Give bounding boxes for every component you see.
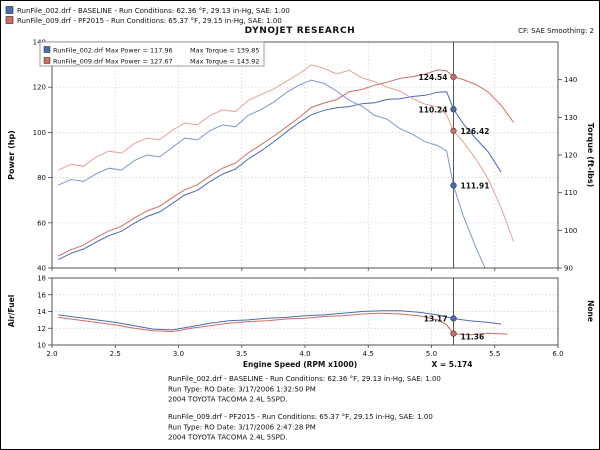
cursor-value-torque_blue: 111.91 [461, 181, 490, 190]
run2-max-power-label: RunFile_009.drf Max Power = 127.67 [53, 58, 173, 66]
y-tick-label: 120 [564, 152, 577, 160]
x-tick-label: 2.0 [46, 350, 57, 358]
cursor-value-af_red: 11.36 [461, 333, 485, 342]
x-tick-label: 5.5 [489, 350, 500, 358]
x-tick-label: 4.5 [363, 350, 374, 358]
cursor-marker-torque_red [450, 127, 457, 134]
correction-smoothing-label: CF: SAE Smoothing: 2 [518, 27, 594, 35]
y-tick-label: 18 [37, 275, 46, 283]
run2-conditions: RunFile_009.drf - PF2015 - Run Condition… [168, 413, 433, 421]
y-tick-label: 40 [37, 265, 46, 273]
tick-layer: 140 120 100 80 60 40 140 130 120 110 100 90 18 16 14 12… [33, 39, 578, 359]
x-tick-label: 3.0 [173, 350, 184, 358]
y-tick-label: 14 [37, 308, 46, 316]
cursor-value-power_blue: 110.24 [419, 105, 448, 114]
run2-af-curve [58, 312, 508, 336]
top-legend-run2: RunFile_009.drf - PF2015 - Run Condition… [17, 17, 282, 25]
run2-legend-swatch [43, 57, 51, 64]
run2-vehicle: 2004 TOYOTA TACOMA 2.4L 5SPD. [168, 434, 287, 442]
y-tick-label: 100 [564, 227, 577, 235]
cursor-marker-torque_blue [450, 182, 457, 189]
x-tick-label: 3.5 [236, 350, 247, 358]
run1-power-curve [58, 91, 502, 261]
x-tick-label: 5.0 [426, 350, 437, 358]
x-tick-label: 4.0 [299, 350, 310, 358]
run1-max-torque-label: Max Torque = 139.85 [190, 47, 259, 55]
none-axis-label: None [586, 300, 595, 322]
cursor-marker-power_red [450, 73, 457, 81]
cursor-marker-af_red [450, 330, 457, 337]
y-tick-label: 140 [564, 76, 577, 84]
run1-conditions: RunFile_002.drf - BASELINE - Run Conditi… [168, 375, 441, 383]
y-tick-label: 120 [33, 84, 46, 92]
cursor-marker-power_blue [450, 106, 457, 113]
y-tick-label: 110 [564, 189, 577, 197]
run1-legend-swatch [43, 46, 51, 53]
x-tick-label: 6.0 [552, 350, 563, 358]
y-tick-label: 100 [33, 129, 46, 137]
y-tick-label: 60 [37, 219, 46, 227]
page-title: DYNOJET RESEARCH [245, 26, 356, 36]
run-info-block: RunFile_002.drf - BASELINE - Run Conditi… [168, 375, 441, 442]
max-values-legend-box [39, 41, 265, 67]
y-tick-label: 130 [564, 114, 577, 122]
run1-type-date: Run Type: RO Date: 3/17/2006 1:32:50 PM [168, 386, 316, 394]
run1-max-power-label: RunFile_002.drf Max Power = 117.96 [53, 47, 173, 55]
y-tick-label: 10 [37, 342, 46, 350]
grid-layer [52, 42, 558, 345]
y-tick-label: 90 [564, 265, 573, 273]
run1-af-curve [58, 310, 502, 331]
cursor-x-readout: X = 5.174 [431, 360, 472, 369]
run2-power-curve [58, 69, 515, 257]
cursor-value-torque_red: 126.42 [461, 127, 490, 136]
run1-torque-curve [58, 79, 486, 268]
run2-color-swatch [5, 16, 14, 24]
run2-max-torque-label: Max Torque = 143.92 [190, 58, 259, 66]
cursor-marker-af_blue [450, 315, 457, 322]
cursor-value-af_blue: 13.17 [424, 314, 448, 323]
run1-vehicle: 2004 TOYOTA TACOMA 2.4L 5SPD. [168, 396, 287, 404]
y-tick-label: 12 [37, 325, 46, 333]
max-values-legend: RunFile_002.drf Max Power = 117.96 Max T… [39, 41, 265, 67]
run1-color-swatch [5, 6, 14, 14]
y-tick-label: 16 [37, 291, 46, 299]
airfuel-axis-label: Air/Fuel [7, 295, 16, 328]
y-tick-label: 140 [33, 39, 46, 47]
cursor-value-power_red: 124.54 [419, 73, 448, 82]
power-axis-label: Power (hp) [7, 130, 16, 180]
run2-torque-curve [58, 64, 515, 242]
run2-type-date: Run Type: RO Date: 3/17/2006 2:47:28 PM [168, 424, 316, 432]
x-tick-label: 2.5 [110, 350, 121, 358]
curve-layer [58, 64, 515, 336]
y-tick-label: 80 [37, 174, 46, 182]
cursor-marker-layer: 124.54 110.24 126.42 111.91 13.17 11.36 [419, 42, 490, 345]
x-axis-label: Engine Speed (RPM x1000) [243, 360, 357, 369]
top-legend-run1: RunFile_002.drf - BASELINE - Run Conditi… [17, 7, 290, 15]
torque-axis-label: Torque (ft-lbs) [586, 123, 595, 188]
